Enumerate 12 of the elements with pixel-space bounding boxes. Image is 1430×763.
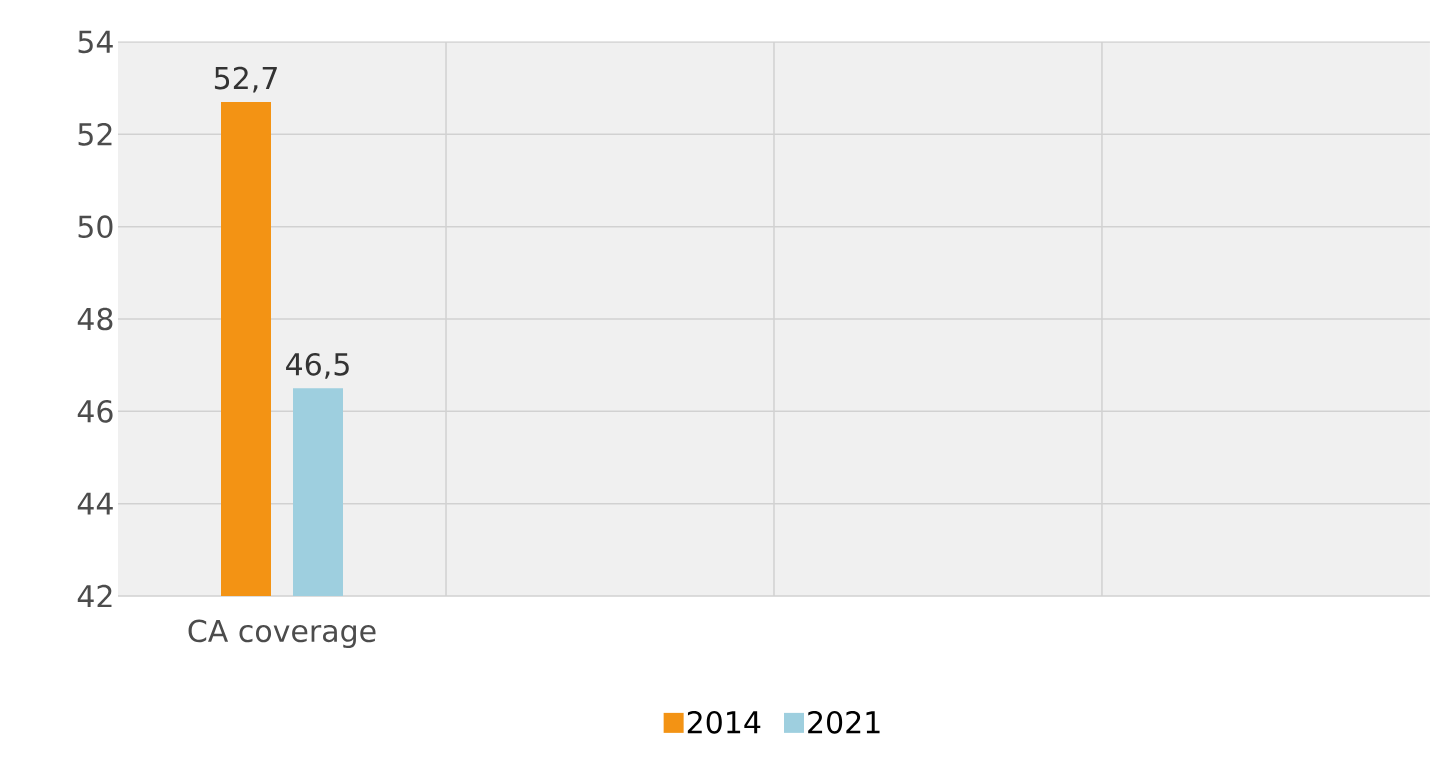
y-tick-label: 46	[77, 399, 113, 423]
data-label: 46,5	[286, 352, 349, 379]
data-label: 52,7	[214, 66, 277, 93]
y-tick-label: 50	[78, 215, 113, 239]
x-tick-label: CA coverage	[188, 619, 376, 649]
y-tick-label: 44	[77, 492, 113, 515]
legend-label: 2021	[808, 710, 880, 734]
y-tick-label: 48	[77, 307, 113, 331]
legend-label: 2014	[687, 710, 761, 734]
y-tick-label: 52	[78, 122, 112, 146]
y-tick-label: 54	[78, 30, 113, 54]
y-tick-label: 42	[77, 584, 112, 608]
